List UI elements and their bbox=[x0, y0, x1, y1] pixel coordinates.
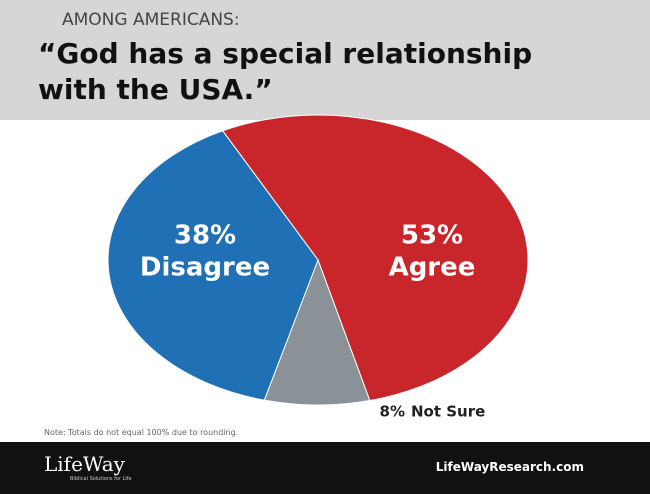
category-label: Not Sure bbox=[411, 403, 485, 421]
tagline: Biblical Solutions for Life bbox=[70, 476, 132, 482]
pie-slice bbox=[107, 130, 319, 401]
footer: LifeWay Biblical Solutions for Life Life… bbox=[0, 442, 650, 494]
header: AMONG AMERICANS: “God has a special rela… bbox=[0, 0, 650, 120]
pie-slice bbox=[263, 258, 371, 406]
logo: LifeWay bbox=[44, 452, 125, 476]
category-label: Disagree bbox=[140, 253, 270, 283]
url: LifeWayResearch.com bbox=[435, 460, 584, 474]
value-label: 53% bbox=[401, 221, 463, 251]
chart-title: “God has a special relationship with the… bbox=[38, 37, 533, 106]
note: Note: Totals do not equal 100% due to ro… bbox=[44, 428, 239, 437]
subtitle: AMONG AMERICANS: bbox=[62, 10, 240, 30]
pie-slice bbox=[221, 114, 529, 402]
value-label: 8% bbox=[380, 403, 405, 421]
category-label: Agree bbox=[389, 253, 476, 283]
value-label: 38% bbox=[174, 221, 236, 251]
